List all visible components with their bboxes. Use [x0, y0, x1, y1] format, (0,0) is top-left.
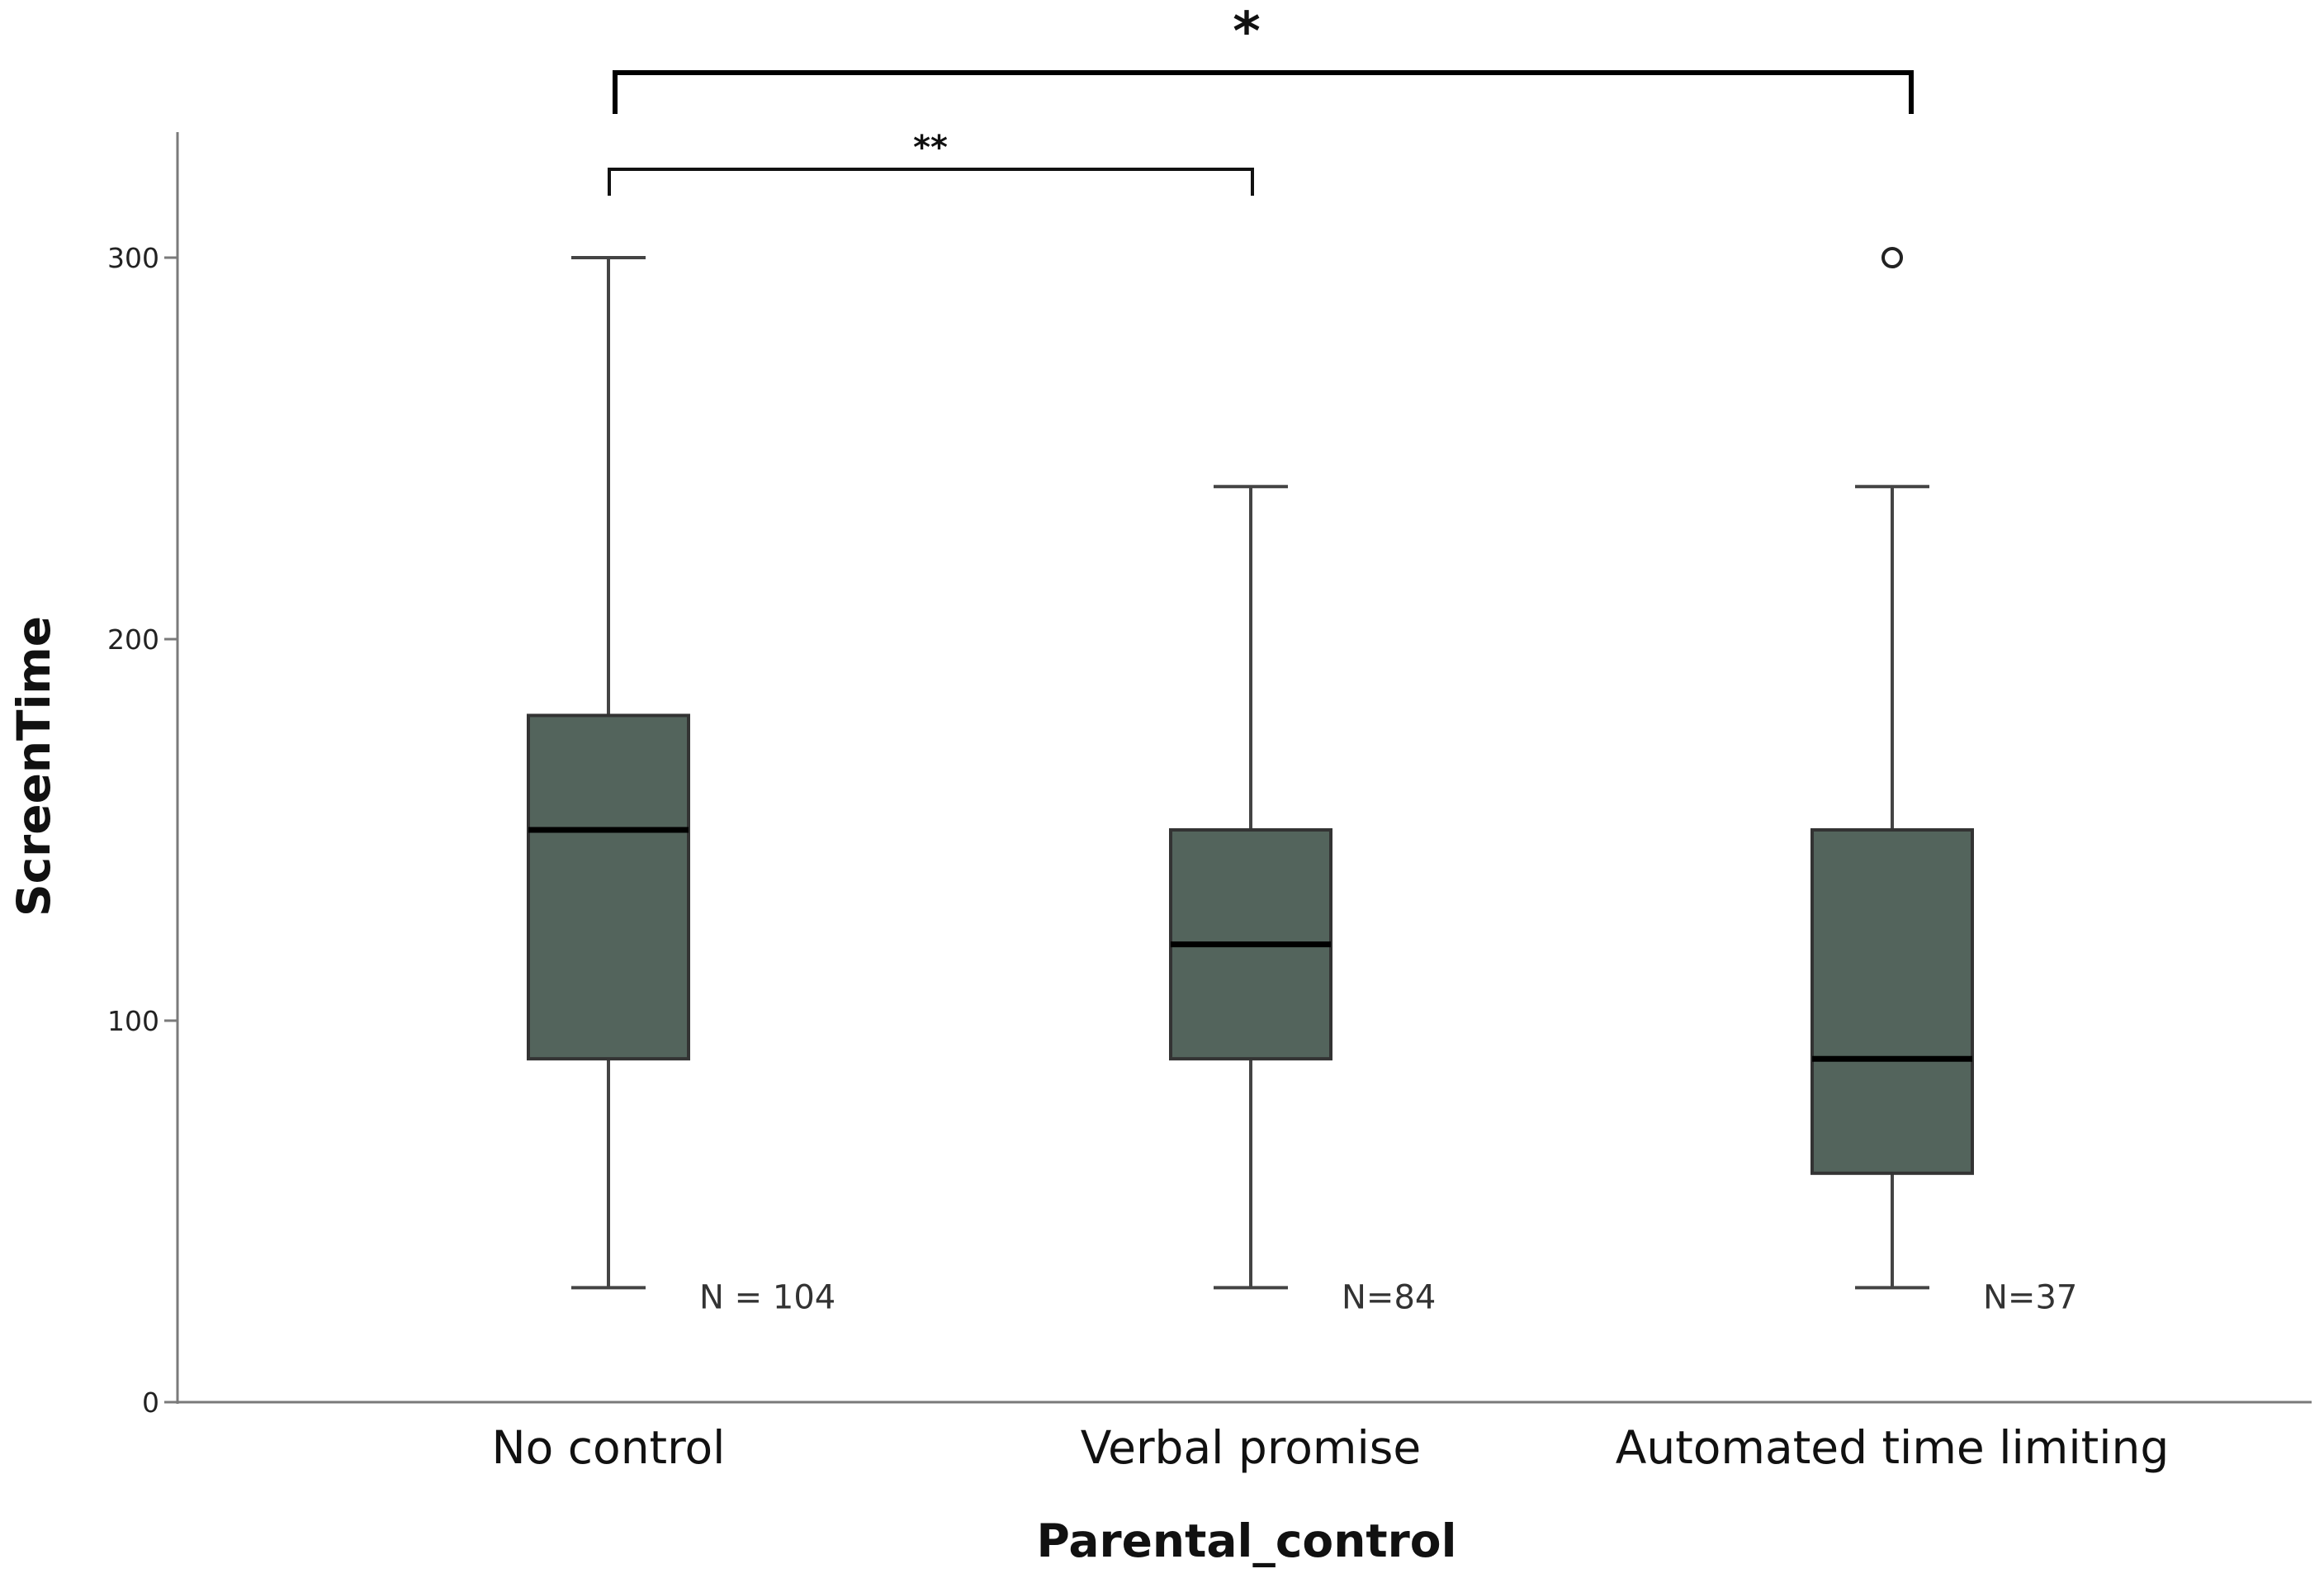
axes-layer: 0 100 200 300: [107, 132, 2312, 1419]
n-label: N = 104: [699, 1279, 835, 1317]
box-group: N = 104: [527, 256, 835, 1317]
box-group: N=37: [1810, 247, 2077, 1317]
labels-layer: No control Verbal promise Automated time l…: [7, 616, 2169, 1567]
significance-bracket: **: [608, 129, 1254, 196]
box-group: N=84: [1169, 485, 1436, 1317]
significance-label: **: [913, 129, 948, 167]
boxes-layer: N = 104 N=84 N=37: [527, 247, 2077, 1317]
n-label: N=84: [1342, 1279, 1436, 1317]
x-axis-title: Parental_control: [1037, 1514, 1457, 1567]
x-category-label: No control: [492, 1421, 726, 1474]
y-axis-title: ScreenTime: [7, 616, 60, 917]
significance-bracket: *: [613, 2, 1914, 114]
y-tick-label: 300: [107, 242, 159, 274]
iqr-box: [527, 713, 690, 1061]
significance-layer: ***: [608, 2, 1914, 196]
x-category-label: Verbal promise: [1081, 1421, 1422, 1474]
y-tick-label: 100: [107, 1005, 159, 1037]
y-tick-label: 0: [142, 1386, 159, 1419]
bracket-line: [608, 168, 1254, 196]
x-category-label: Automated time limiting: [1616, 1421, 2170, 1474]
outlier-point: [1881, 247, 1903, 268]
iqr-box: [1810, 828, 1974, 1175]
bracket-line: [613, 70, 1914, 114]
significance-label: *: [1233, 2, 1260, 63]
y-tick-label: 200: [107, 623, 159, 656]
n-label: N=37: [1983, 1279, 2077, 1317]
